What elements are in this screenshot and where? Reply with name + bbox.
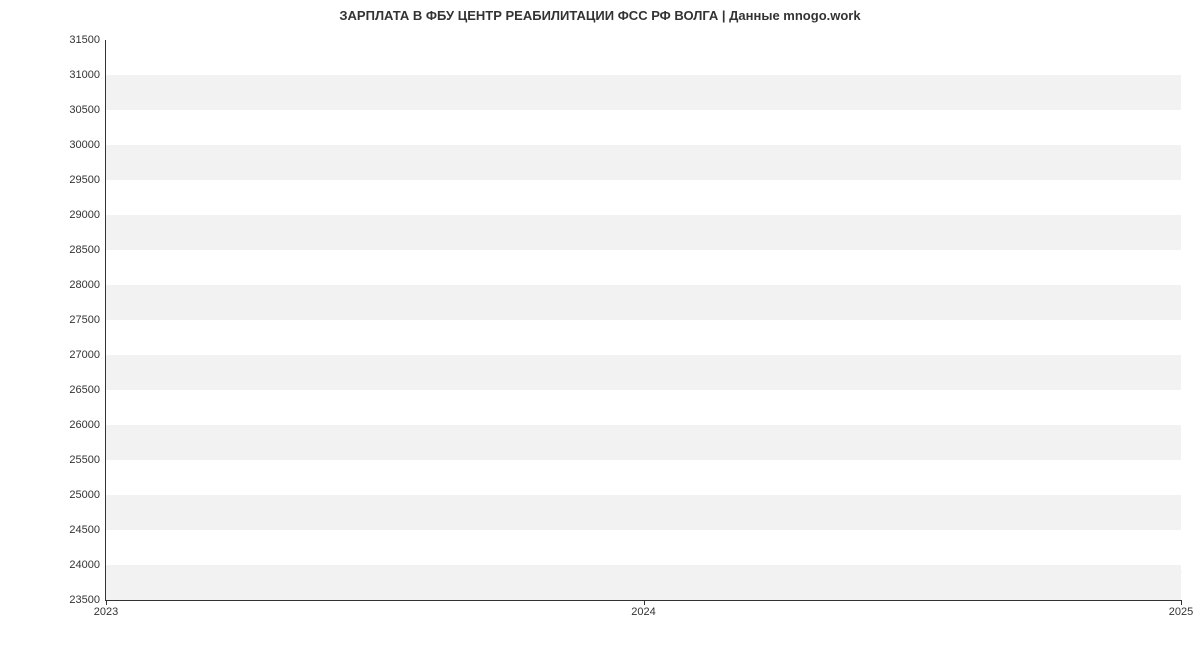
chart-title: ЗАРПЛАТА В ФБУ ЦЕНТР РЕАБИЛИТАЦИИ ФСС РФ… bbox=[0, 8, 1200, 23]
grid-band bbox=[106, 495, 1181, 530]
grid-band bbox=[106, 390, 1181, 425]
y-tick-label: 28500 bbox=[69, 244, 106, 256]
grid-band bbox=[106, 320, 1181, 355]
grid-band bbox=[106, 355, 1181, 390]
grid-band bbox=[106, 250, 1181, 285]
y-tick-label: 28000 bbox=[69, 279, 106, 291]
y-tick-label: 31000 bbox=[69, 69, 106, 81]
y-tick-label: 30000 bbox=[69, 139, 106, 151]
grid-band bbox=[106, 530, 1181, 565]
y-tick-label: 25000 bbox=[69, 489, 106, 501]
grid-band bbox=[106, 145, 1181, 180]
y-tick-label: 27000 bbox=[69, 349, 106, 361]
grid-band bbox=[106, 75, 1181, 110]
y-tick-label: 26500 bbox=[69, 384, 106, 396]
grid-band bbox=[106, 215, 1181, 250]
grid-band bbox=[106, 110, 1181, 145]
y-tick-label: 26000 bbox=[69, 419, 106, 431]
x-tick-label: 2025 bbox=[1169, 600, 1193, 618]
plot-area: 2350024000245002500025500260002650027000… bbox=[105, 40, 1181, 601]
x-tick-label: 2023 bbox=[94, 600, 118, 618]
grid-band bbox=[106, 425, 1181, 460]
chart-container: ЗАРПЛАТА В ФБУ ЦЕНТР РЕАБИЛИТАЦИИ ФСС РФ… bbox=[0, 0, 1200, 650]
y-tick-label: 29000 bbox=[69, 209, 106, 221]
y-tick-label: 25500 bbox=[69, 454, 106, 466]
grid-band bbox=[106, 180, 1181, 215]
grid-band bbox=[106, 565, 1181, 600]
x-tick-label: 2024 bbox=[631, 600, 655, 618]
grid-band bbox=[106, 460, 1181, 495]
y-tick-label: 27500 bbox=[69, 314, 106, 326]
y-tick-label: 24500 bbox=[69, 524, 106, 536]
grid-band bbox=[106, 285, 1181, 320]
grid-band bbox=[106, 40, 1181, 75]
y-tick-label: 24000 bbox=[69, 559, 106, 571]
y-tick-label: 31500 bbox=[69, 34, 106, 46]
y-tick-label: 30500 bbox=[69, 104, 106, 116]
y-tick-label: 29500 bbox=[69, 174, 106, 186]
